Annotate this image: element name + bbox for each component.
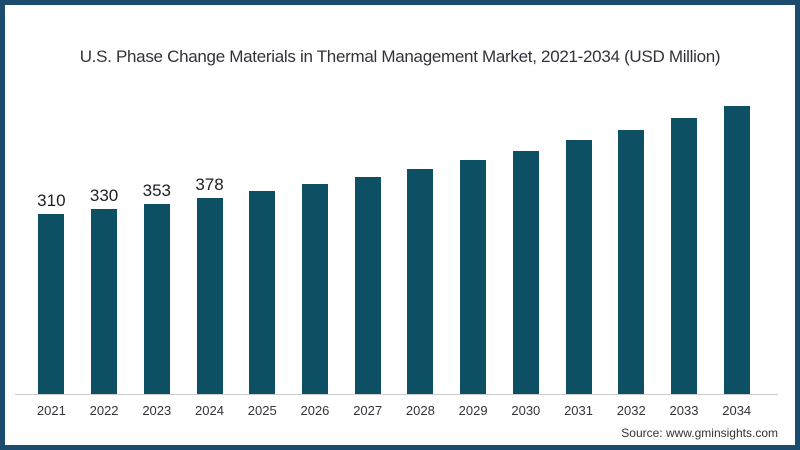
bar-slot-2030 bbox=[499, 84, 552, 394]
bar-slot-2029 bbox=[447, 84, 500, 394]
bar-2025 bbox=[249, 191, 276, 394]
bar-2029 bbox=[460, 160, 487, 394]
bar-slot-2025 bbox=[236, 84, 289, 394]
bar-2034 bbox=[723, 106, 750, 394]
x-axis-line bbox=[15, 394, 778, 395]
x-tick-label-2024: 2024 bbox=[195, 403, 224, 418]
x-tick-label-2027: 2027 bbox=[353, 403, 383, 418]
x-axis-labels: 2021 2022 2023 2024 2025 2026 2027 2028 2029 2030… bbox=[25, 403, 763, 418]
bar-2032 bbox=[618, 130, 645, 394]
x-tick-label-2033: 2033 bbox=[669, 403, 699, 418]
bar-2024: 378 bbox=[195, 175, 224, 394]
x-tick-label-2029: 2029 bbox=[458, 403, 488, 418]
bar-slot-2021: 310 bbox=[25, 84, 78, 394]
bar-2027 bbox=[354, 177, 381, 394]
x-tick-label-2025: 2025 bbox=[247, 403, 277, 418]
bar-2022: 330 bbox=[90, 186, 118, 394]
bar-2031 bbox=[565, 140, 592, 394]
x-tick-label-2028: 2028 bbox=[405, 403, 435, 418]
bar-slot-2026 bbox=[289, 84, 342, 394]
x-tick-label-2034: 2034 bbox=[722, 403, 752, 418]
chart-title: U.S. Phase Change Materials in Thermal M… bbox=[79, 47, 721, 66]
bar-2021: 310 bbox=[37, 191, 66, 394]
bar-value-label-2023: 353 bbox=[142, 181, 171, 200]
bar-slot-2028 bbox=[394, 84, 447, 394]
x-tick-label-2032: 2032 bbox=[616, 403, 646, 418]
bar-2028 bbox=[407, 169, 434, 394]
bar-value-label-2022: 330 bbox=[89, 186, 119, 205]
bar-slot-2024: 378 bbox=[183, 84, 236, 394]
x-tick-label-2023: 2023 bbox=[142, 403, 172, 418]
bar-slot-2022: 330 bbox=[78, 84, 131, 394]
bar-slot-2033 bbox=[658, 84, 711, 394]
x-tick-label-2021: 2021 bbox=[36, 403, 66, 418]
bar-2026 bbox=[301, 184, 328, 394]
source-note: Source: www.gminsights.com bbox=[621, 426, 778, 440]
x-tick-label-2031: 2031 bbox=[564, 403, 593, 418]
bar-slot-2027 bbox=[341, 84, 394, 394]
bar-value-label-2024: 378 bbox=[195, 175, 224, 194]
bar-slot-2031 bbox=[552, 84, 605, 394]
bar-2033 bbox=[670, 118, 697, 394]
bar-2030 bbox=[512, 151, 539, 394]
x-tick-label-2030: 2030 bbox=[511, 403, 541, 418]
x-tick-label-2022: 2022 bbox=[89, 403, 119, 418]
x-tick-label-2026: 2026 bbox=[300, 403, 330, 418]
bar-value-label-2021: 310 bbox=[37, 191, 66, 210]
bar-slot-2034 bbox=[710, 84, 763, 394]
bars-container: 310 330 353 378 bbox=[25, 84, 763, 394]
bar-2023: 353 bbox=[143, 181, 171, 394]
bar-slot-2023: 353 bbox=[130, 84, 183, 394]
bar-slot-2032 bbox=[605, 84, 658, 394]
